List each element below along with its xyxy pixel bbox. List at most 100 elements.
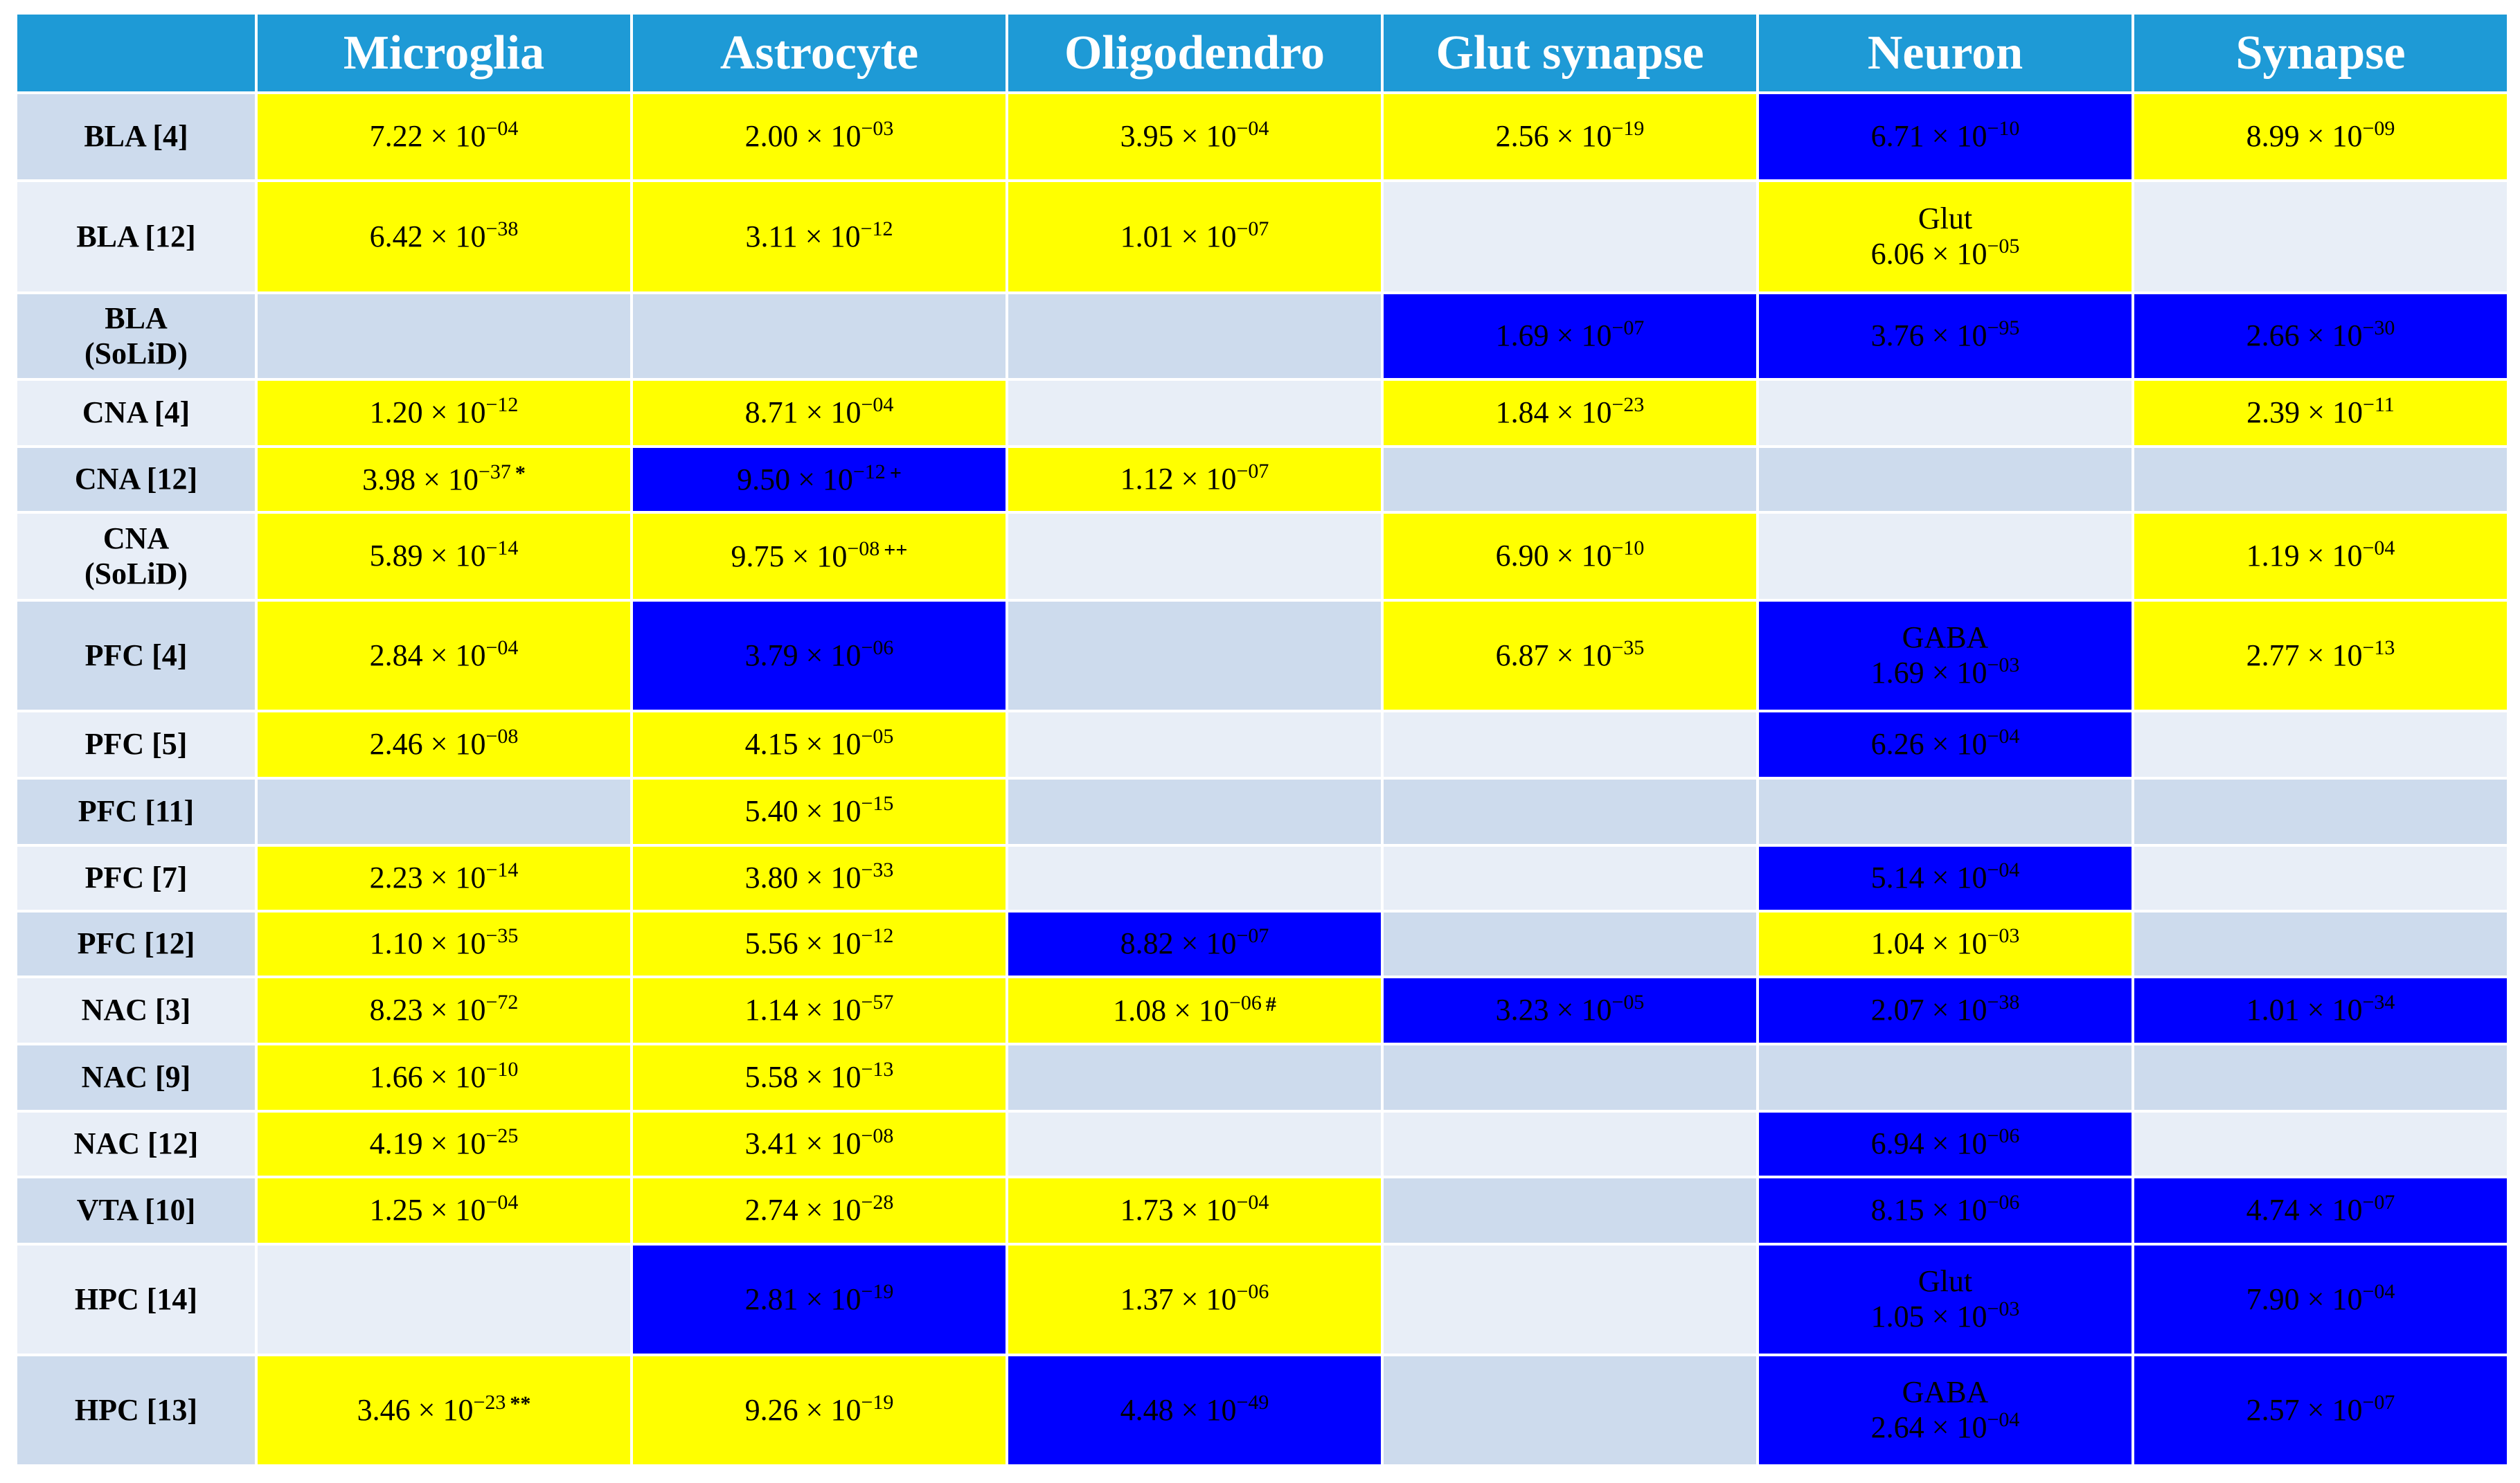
row-label-line: VTA [10]: [76, 1193, 196, 1228]
empty-cell: [1384, 182, 1756, 291]
value-cell: 1.73 × 10−04: [1008, 1178, 1381, 1243]
p-value-exponent: −03: [1987, 924, 2020, 948]
empty-cell: [1008, 294, 1381, 378]
p-value-exponent: −06: [1987, 1124, 2020, 1148]
p-value-base: 5.58 × 10: [744, 1060, 861, 1095]
row-label-line: NAC [9]: [81, 1060, 191, 1095]
p-value: 2.07 × 10−38: [1759, 991, 2132, 1028]
value-cell: 4.74 × 10−07: [2134, 1178, 2507, 1243]
p-value-exponent: −05: [861, 725, 894, 748]
row-label: BLA (SoLiD): [17, 294, 255, 378]
p-value-exponent: −08: [861, 1124, 894, 1148]
value-cell: 5.58 × 10−13: [633, 1045, 1006, 1110]
p-value: 5.56 × 10−12: [633, 926, 1006, 962]
value-cell: 8.99 × 10−09: [2134, 94, 2507, 179]
p-value: 9.75 × 10−08 ++: [633, 537, 1006, 575]
value-cell: GABA 1.69 × 10−03: [1759, 602, 2132, 710]
p-value: 1.25 × 10−04: [258, 1191, 630, 1228]
p-value: 3.80 × 10−33: [633, 860, 1006, 896]
p-value: 2.84 × 10−04: [258, 637, 630, 674]
p-value: 7.22 × 10−04: [258, 117, 630, 154]
p-value-exponent: −38: [1987, 991, 2020, 1014]
value-cell: 3.95 × 10−04: [1008, 94, 1381, 179]
p-value-exponent: −10: [1611, 537, 1645, 560]
table-row: HPC [13] 3.46 × 10−23 ** 9.26 × 10−19 4.48 ×…: [17, 1356, 2507, 1464]
value-cell: 5.40 × 10−15: [633, 780, 1006, 844]
value-cell: 3.98 × 10−37 *: [258, 448, 630, 511]
column-header: Neuron: [1759, 15, 2132, 91]
p-value-exponent: −95: [1987, 316, 2020, 340]
p-value-base: 1.05 × 10: [1870, 1300, 1987, 1333]
value-cell: 3.41 × 10−08: [633, 1113, 1006, 1176]
cell-type-label: Glut: [1918, 201, 1973, 236]
p-value-exponent: −28: [861, 1191, 894, 1214]
p-value-base: 6.94 × 10: [1870, 1126, 1987, 1161]
p-value: 1.20 × 10−12: [258, 395, 630, 431]
p-value-exponent: −10: [485, 1058, 519, 1081]
p-value-base: 2.57 × 10: [2246, 1392, 2363, 1427]
p-value-exponent: −14: [485, 537, 519, 560]
p-value: 5.58 × 10−13: [633, 1059, 1006, 1095]
value-cell: 7.22 × 10−04: [258, 94, 630, 179]
value-cell: 2.66 × 10−30: [2134, 294, 2507, 378]
p-value-base: 1.04 × 10: [1870, 926, 1987, 961]
row-label: PFC [4]: [17, 602, 255, 710]
p-value: 6.90 × 10−10: [1384, 537, 1756, 574]
p-value-exponent: −72: [485, 991, 519, 1014]
p-value-base: 4.74 × 10: [2246, 1193, 2363, 1228]
p-value: 2.57 × 10−07: [2134, 1392, 2507, 1428]
footnote-mark: ++: [884, 538, 908, 561]
table-row: PFC [11] 5.40 × 10−15: [17, 780, 2507, 844]
p-value-exponent: −57: [861, 991, 894, 1014]
table-body: BLA [4] 7.22 × 10−04 2.00 × 10−03 3.95 × 10…: [17, 94, 2507, 1464]
table-row: CNA [12] 3.98 × 10−37 * 9.50 × 10−12 +1.12 ×…: [17, 448, 2507, 511]
p-value: 1.05 × 10−03: [1759, 1299, 2132, 1335]
empty-cell: [1008, 381, 1381, 445]
value-cell: 5.14 × 10−04: [1759, 847, 2132, 910]
p-value: 1.84 × 10−23: [1384, 395, 1756, 431]
value-cell: 1.37 × 10−06: [1008, 1246, 1381, 1354]
p-value-base: 2.46 × 10: [369, 727, 486, 762]
p-value: 4.19 × 10−25: [258, 1126, 630, 1162]
p-value-base: 2.56 × 10: [1495, 119, 1612, 154]
p-value-base: 7.90 × 10: [2246, 1282, 2363, 1316]
p-value-exponent: −13: [2362, 636, 2395, 659]
table-row: VTA [10] 1.25 × 10−04 2.74 × 10−28 1.73 × 1…: [17, 1178, 2507, 1243]
value-cell: 6.94 × 10−06: [1759, 1113, 2132, 1176]
row-label-line: HPC [13]: [74, 1392, 198, 1427]
p-value-base: 3.41 × 10: [744, 1126, 861, 1161]
p-value-base: 2.81 × 10: [744, 1282, 861, 1316]
table-row: BLA [12] 6.42 × 10−38 3.11 × 10−12 1.01 × 1…: [17, 182, 2507, 291]
p-value: 4.48 × 10−49: [1008, 1392, 1381, 1428]
p-value-exponent: −08: [847, 537, 880, 560]
p-value-base: 3.95 × 10: [1120, 119, 1237, 154]
table-row: CNA [4] 1.20 × 10−12 8.71 × 10−04 1.84 × 10…: [17, 381, 2507, 445]
p-value-exponent: −04: [485, 1191, 519, 1214]
p-value: 8.23 × 10−72: [258, 991, 630, 1028]
p-value: 5.89 × 10−14: [258, 537, 630, 574]
value-cell: 1.04 × 10−03: [1759, 913, 2132, 976]
p-value-exponent: −19: [1611, 117, 1645, 141]
empty-cell: [633, 294, 1006, 378]
p-value-exponent: −04: [2362, 1279, 2395, 1303]
p-value-exponent: −06: [1228, 991, 1262, 1014]
p-value-exponent: −23: [1611, 393, 1645, 417]
row-label: NAC [3]: [17, 978, 255, 1043]
value-cell: 2.84 × 10−04: [258, 602, 630, 710]
p-value-base: 4.48 × 10: [1120, 1392, 1237, 1427]
empty-cell: [1008, 1045, 1381, 1110]
table-row: BLA [4] 7.22 × 10−04 2.00 × 10−03 3.95 × 10…: [17, 94, 2507, 179]
p-value-exponent: −34: [2362, 991, 2395, 1014]
p-value-exponent: −04: [485, 117, 519, 141]
p-value: 7.90 × 10−04: [2134, 1279, 2507, 1318]
p-value-exponent: −04: [1987, 1408, 2020, 1431]
cell-type-label: GABA: [1902, 620, 1989, 655]
row-label-line: PFC [12]: [77, 926, 195, 961]
p-value: 1.69 × 10−03: [1759, 655, 2132, 691]
p-value-exponent: −15: [861, 792, 894, 816]
row-label-line: CNA: [102, 521, 170, 555]
p-value-exponent: −30: [2362, 316, 2395, 340]
value-cell: 1.01 × 10−07: [1008, 182, 1381, 291]
footnote-mark: *: [515, 461, 526, 485]
